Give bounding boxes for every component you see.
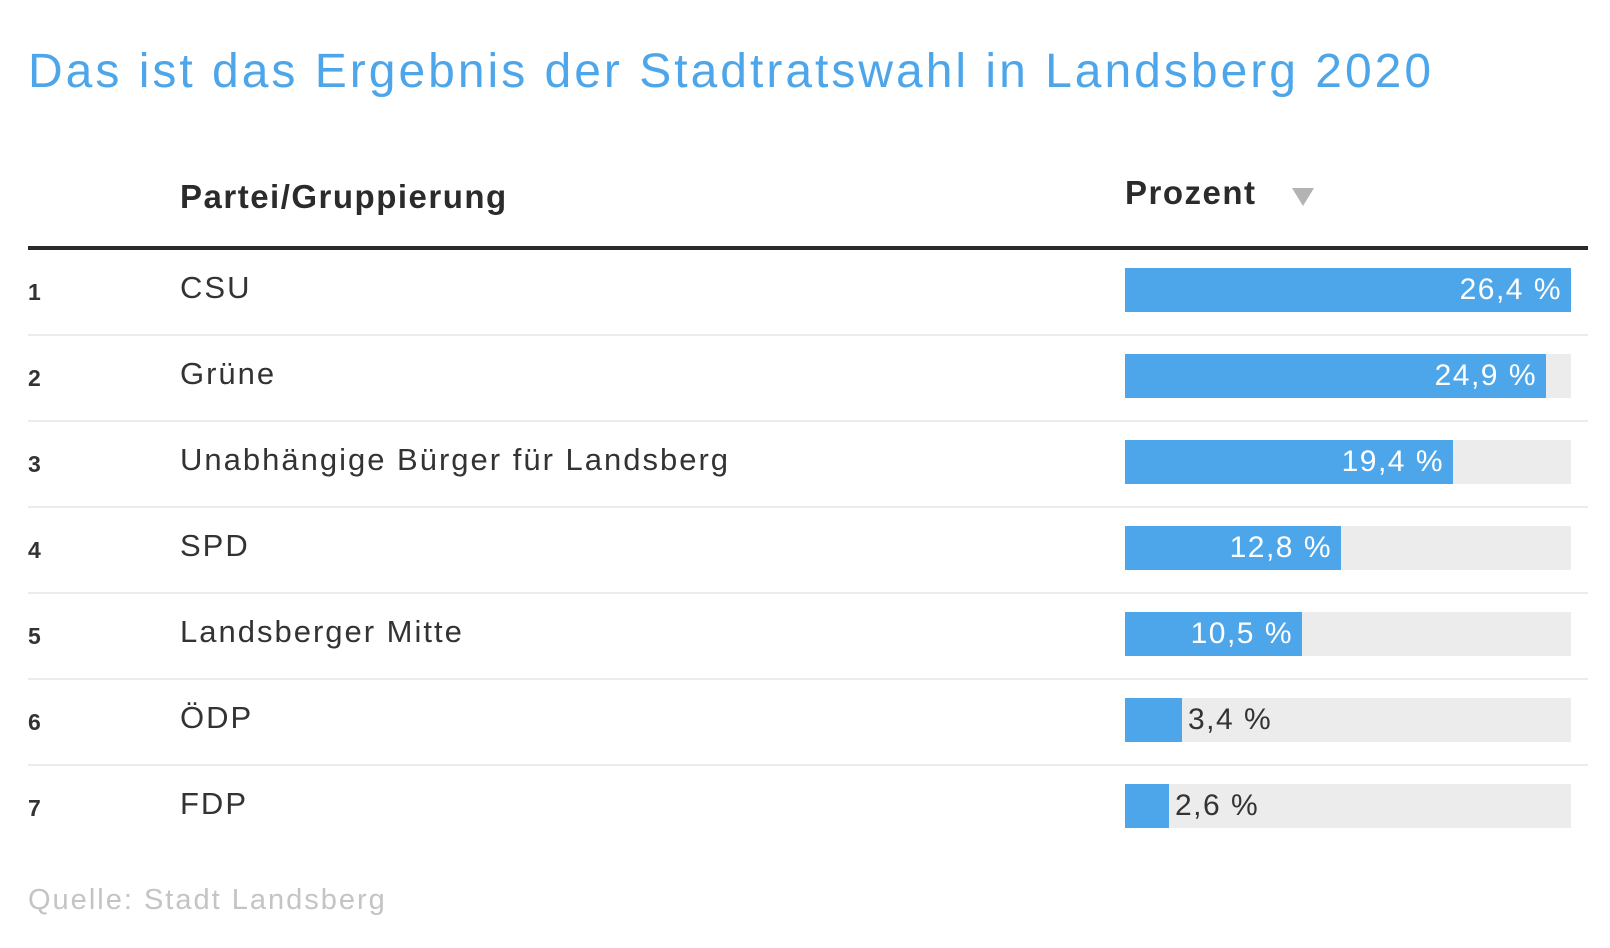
row-party: SPD: [180, 528, 250, 563]
table-header: Partei/Gruppierung Prozent: [28, 160, 1588, 250]
column-header-party: Partei/Gruppierung: [180, 178, 508, 215]
bar-value-label: 26,4 %: [1459, 273, 1562, 306]
table-row: 7 FDP 2,6 %: [28, 766, 1588, 850]
row-party: CSU: [180, 270, 252, 305]
row-rank: 5: [28, 623, 41, 649]
bar-fill: [1125, 440, 1453, 484]
bar-value-label: 3,4 %: [1188, 703, 1273, 736]
results-table: Partei/Gruppierung Prozent 1 CSU 26,4 % 2 Gr…: [28, 160, 1588, 850]
bar-track: 19,4 %: [1125, 440, 1571, 484]
bar-fill: [1125, 526, 1341, 570]
bar-track: 26,4 %: [1125, 268, 1571, 312]
row-rank: 7: [28, 795, 41, 821]
bar-fill: [1125, 268, 1571, 312]
bar-value-label: 19,4 %: [1341, 445, 1444, 478]
bar-value-label: 24,9 %: [1434, 359, 1537, 392]
row-rank: 3: [28, 451, 41, 477]
table-row: 1 CSU 26,4 %: [28, 250, 1588, 336]
table-row: 2 Grüne 24,9 %: [28, 336, 1588, 422]
bar-fill: [1125, 354, 1546, 398]
row-party: Grüne: [180, 356, 277, 391]
row-party: FDP: [180, 786, 248, 821]
row-rank: 1: [28, 279, 41, 305]
bar-fill: [1125, 784, 1169, 828]
bar-fill: [1125, 698, 1182, 742]
row-party: ÖDP: [180, 700, 254, 735]
table-row: 4 SPD 12,8 %: [28, 508, 1588, 594]
table-row: 6 ÖDP 3,4 %: [28, 680, 1588, 766]
bar-value-label: 10,5 %: [1190, 617, 1293, 650]
sort-descending-icon[interactable]: [1292, 188, 1314, 206]
bar-value-label: 2,6 %: [1175, 789, 1260, 822]
table-row: 3 Unabhängige Bürger für Landsberg 19,4 %: [28, 422, 1588, 508]
source-note: Quelle: Stadt Landsberg: [28, 884, 387, 916]
row-party: Unabhängige Bürger für Landsberg: [180, 442, 731, 477]
table-body: 1 CSU 26,4 % 2 Grüne 24,9 % 3 Unabhängige Bürge…: [28, 250, 1588, 850]
row-rank: 4: [28, 537, 41, 563]
bar-track: 2,6 %: [1125, 784, 1571, 828]
bar-track: 3,4 %: [1125, 698, 1571, 742]
bar-track: 12,8 %: [1125, 526, 1571, 570]
row-rank: 6: [28, 709, 41, 735]
row-rank: 2: [28, 365, 41, 391]
table-row: 5 Landsberger Mitte 10,5 %: [28, 594, 1588, 680]
chart-title: Das ist das Ergebnis der Stadtratswahl i…: [28, 45, 1435, 98]
bar-fill: [1125, 612, 1302, 656]
row-party: Landsberger Mitte: [180, 614, 464, 649]
bar-track: 10,5 %: [1125, 612, 1571, 656]
bar-track: 24,9 %: [1125, 354, 1571, 398]
bar-value-label: 12,8 %: [1229, 531, 1332, 564]
column-header-percent[interactable]: Prozent: [1125, 174, 1257, 211]
